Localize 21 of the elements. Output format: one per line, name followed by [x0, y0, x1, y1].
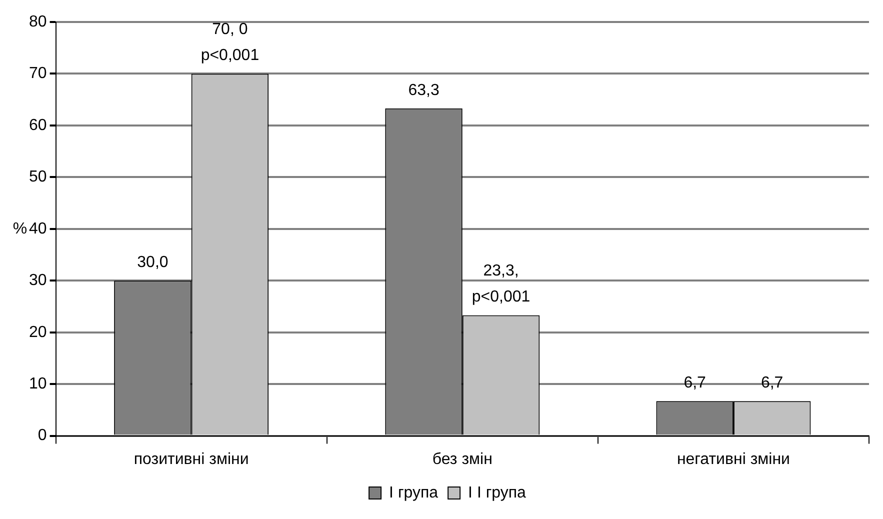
- legend-label: I група: [389, 484, 438, 502]
- y-tick-label: 50: [29, 168, 47, 186]
- data-label: 70, 0 p<0,001: [200, 21, 260, 64]
- data-label: 6,7: [760, 374, 784, 392]
- y-tick-label: 10: [29, 375, 47, 392]
- data-label: 6,7: [684, 374, 706, 392]
- data-label: 63,3: [408, 82, 440, 99]
- y-tick-label: 30: [29, 272, 47, 290]
- y-tick-label: 20: [29, 324, 47, 341]
- y-tick-label: 40: [29, 220, 47, 238]
- x-tick-label: позитивні зміни: [134, 450, 249, 468]
- legend-label: I I група: [468, 484, 526, 502]
- x-tick-label: без змін: [432, 450, 492, 468]
- data-label: 23,3, p<0,001: [472, 262, 530, 306]
- y-tick-label: 60: [29, 116, 47, 134]
- x-tick-label: негативні зміни: [676, 450, 790, 468]
- y-tick-label: 70: [29, 65, 47, 82]
- y-tick-label: 80: [29, 13, 47, 30]
- y-axis-title: %: [12, 220, 28, 238]
- y-tick-label: 0: [38, 427, 47, 444]
- data-label: 30,0: [137, 254, 168, 272]
